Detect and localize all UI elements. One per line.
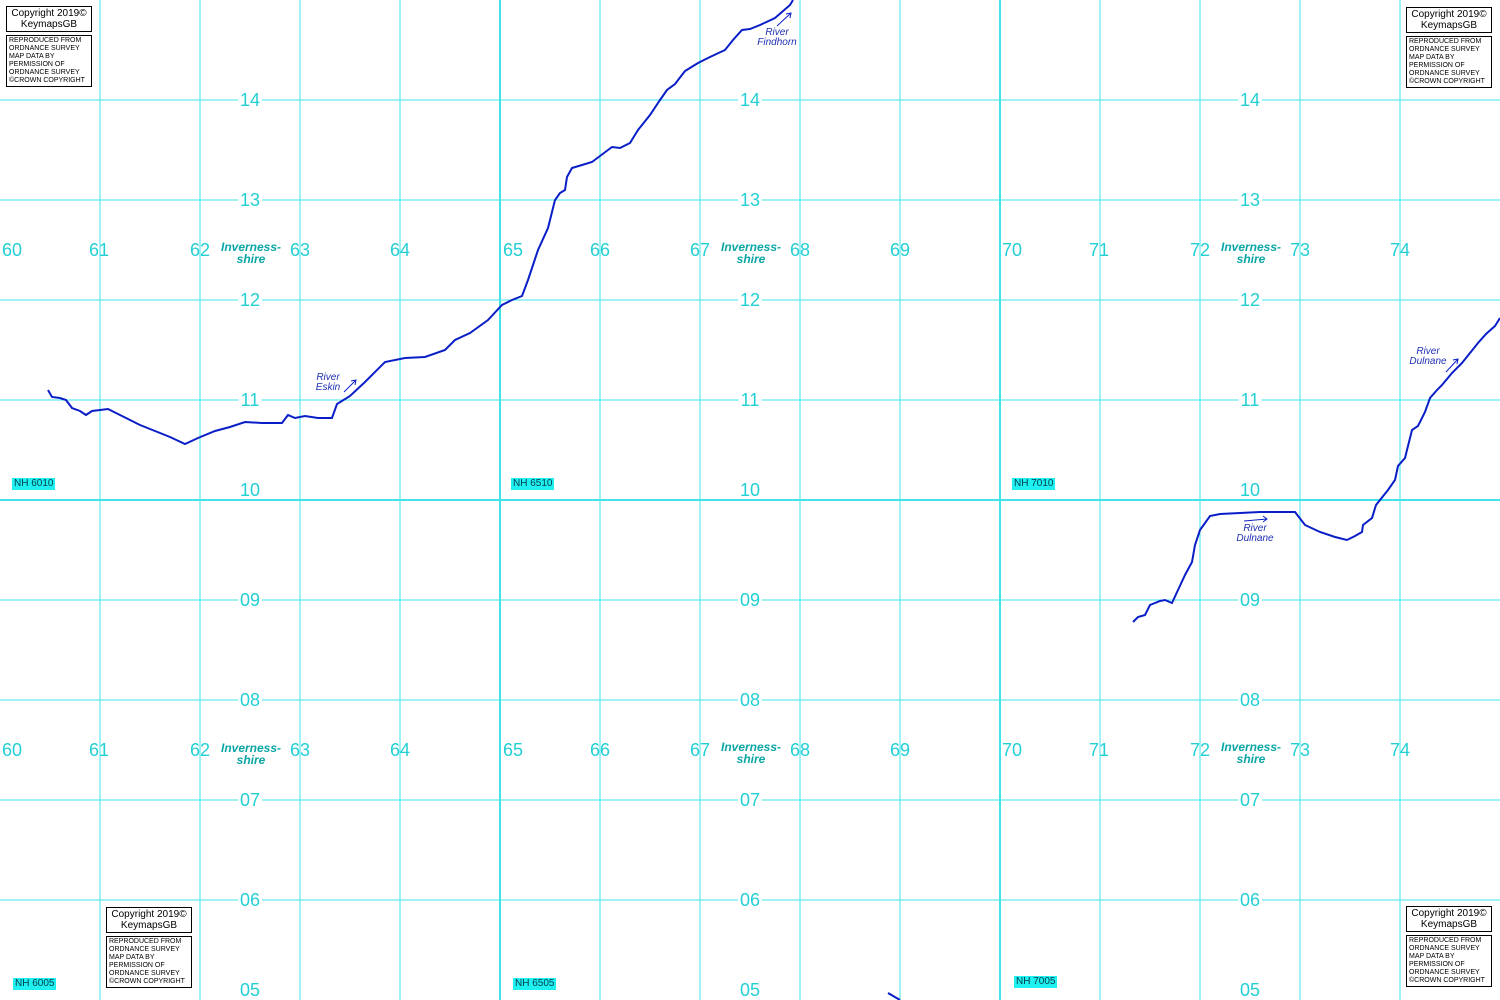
northing-label: 07: [237, 790, 263, 810]
river-eskin-label: River Eskin: [315, 372, 341, 393]
easting-label: 63: [289, 240, 311, 260]
easting-label: 74: [1389, 740, 1411, 760]
easting-label: 69: [889, 740, 911, 760]
dulnane-arrow-upper: [1445, 358, 1459, 373]
northing-label: 14: [237, 90, 263, 110]
tile-label: NH 6510: [511, 478, 555, 490]
easting-label: 67: [689, 240, 711, 260]
easting-label: 62: [189, 240, 211, 260]
northing-label: 08: [737, 690, 763, 710]
northing-label: 13: [737, 190, 763, 210]
northing-label: 08: [1237, 690, 1263, 710]
northing-label: 12: [1237, 290, 1263, 310]
copyright-box: Copyright 2019© KeymapsGB REPRODUCED FROM…: [1406, 7, 1492, 88]
region-label: Inverness-shire: [219, 741, 283, 767]
northing-label: 14: [1237, 90, 1263, 110]
easting-label: 66: [589, 740, 611, 760]
river-dulnane-line: [1132, 317, 1500, 623]
northing-label: 09: [1237, 590, 1263, 610]
region-label: Inverness-shire: [719, 740, 783, 766]
northing-label: 05: [237, 980, 263, 1000]
river-dulnane-label: River Dulnane: [1409, 346, 1447, 367]
findhorn-arrowhead: [785, 12, 792, 19]
easting-label: 66: [589, 240, 611, 260]
eskin-arrow: [343, 379, 357, 393]
northing-label: 06: [237, 890, 263, 910]
easting-label: 68: [789, 740, 811, 760]
river-label-arrows: [343, 12, 1459, 523]
northing-label: 06: [1237, 890, 1263, 910]
northing-label: 05: [1237, 980, 1263, 1000]
region-label: Inverness-shire: [1219, 240, 1283, 266]
easting-label: 70: [1001, 740, 1023, 760]
region-label: Inverness-shire: [719, 240, 783, 266]
easting-label: 72: [1189, 240, 1211, 260]
easting-label: 71: [1088, 740, 1110, 760]
northing-label: 13: [237, 190, 263, 210]
easting-label: 72: [1189, 740, 1211, 760]
northing-label: 10: [1237, 480, 1263, 500]
easting-label: 67: [689, 740, 711, 760]
easting-label: 64: [389, 740, 411, 760]
eskin-arrowhead: [350, 379, 357, 386]
copyright-box: Copyright 2019© KeymapsGB REPRODUCED FROM…: [6, 6, 92, 87]
river-eskin-line: [47, 0, 794, 446]
northing-label: 08: [237, 690, 263, 710]
tile-label: NH 6010: [12, 478, 56, 490]
copyright-box: Copyright 2019© KeymapsGB REPRODUCED FROM…: [1406, 906, 1492, 987]
northing-label: 12: [237, 290, 263, 310]
easting-label: 73: [1289, 240, 1311, 260]
northing-label: 07: [1237, 790, 1263, 810]
dulnane-arrowhead-upper: [1452, 358, 1459, 365]
northing-label: 05: [737, 980, 763, 1000]
northing-label: 12: [737, 290, 763, 310]
easting-label: 65: [502, 740, 524, 760]
dulnane-arrowhead-lower: [1262, 515, 1268, 523]
river-edge-fragment: [887, 992, 901, 1000]
easting-label: 65: [502, 240, 524, 260]
easting-label: 70: [1001, 240, 1023, 260]
northing-label: 11: [1238, 390, 1262, 410]
easting-label: 71: [1088, 240, 1110, 260]
easting-label: 62: [189, 740, 211, 760]
dulnane-arrow-lower: [1243, 518, 1268, 522]
rivers: [47, 0, 1500, 1000]
easting-label: 68: [789, 240, 811, 260]
region-label: Inverness-shire: [219, 240, 283, 266]
northing-label: 14: [737, 90, 763, 110]
easting-label: 69: [889, 240, 911, 260]
copyright-box: Copyright 2019© KeymapsGB REPRODUCED FROM…: [106, 907, 192, 988]
northing-label: 10: [737, 480, 763, 500]
northing-label: 10: [237, 480, 263, 500]
tile-label: NH 7010: [1012, 478, 1056, 490]
tile-label: NH 7005: [1014, 976, 1058, 988]
river-findhorn-label: River Findhorn: [757, 27, 797, 48]
easting-label: 63: [289, 740, 311, 760]
easting-label: 61: [88, 740, 110, 760]
northing-label: 09: [237, 590, 263, 610]
tile-label: NH 6505: [513, 978, 557, 990]
northing-label: 11: [238, 390, 262, 410]
easting-label: 74: [1389, 240, 1411, 260]
northing-label: 13: [1237, 190, 1263, 210]
northing-label: 07: [737, 790, 763, 810]
easting-label: 64: [389, 240, 411, 260]
river-dulnane-label: River Dulnane: [1236, 523, 1274, 544]
easting-label: 61: [88, 240, 110, 260]
northing-label: 11: [738, 390, 762, 410]
easting-label: 73: [1289, 740, 1311, 760]
easting-label: 60: [1, 240, 23, 260]
tile-label: NH 6005: [13, 978, 57, 990]
northing-label: 09: [737, 590, 763, 610]
findhorn-arrow: [776, 12, 792, 27]
northing-label: 06: [737, 890, 763, 910]
region-label: Inverness-shire: [1219, 740, 1283, 766]
easting-label: 60: [1, 740, 23, 760]
